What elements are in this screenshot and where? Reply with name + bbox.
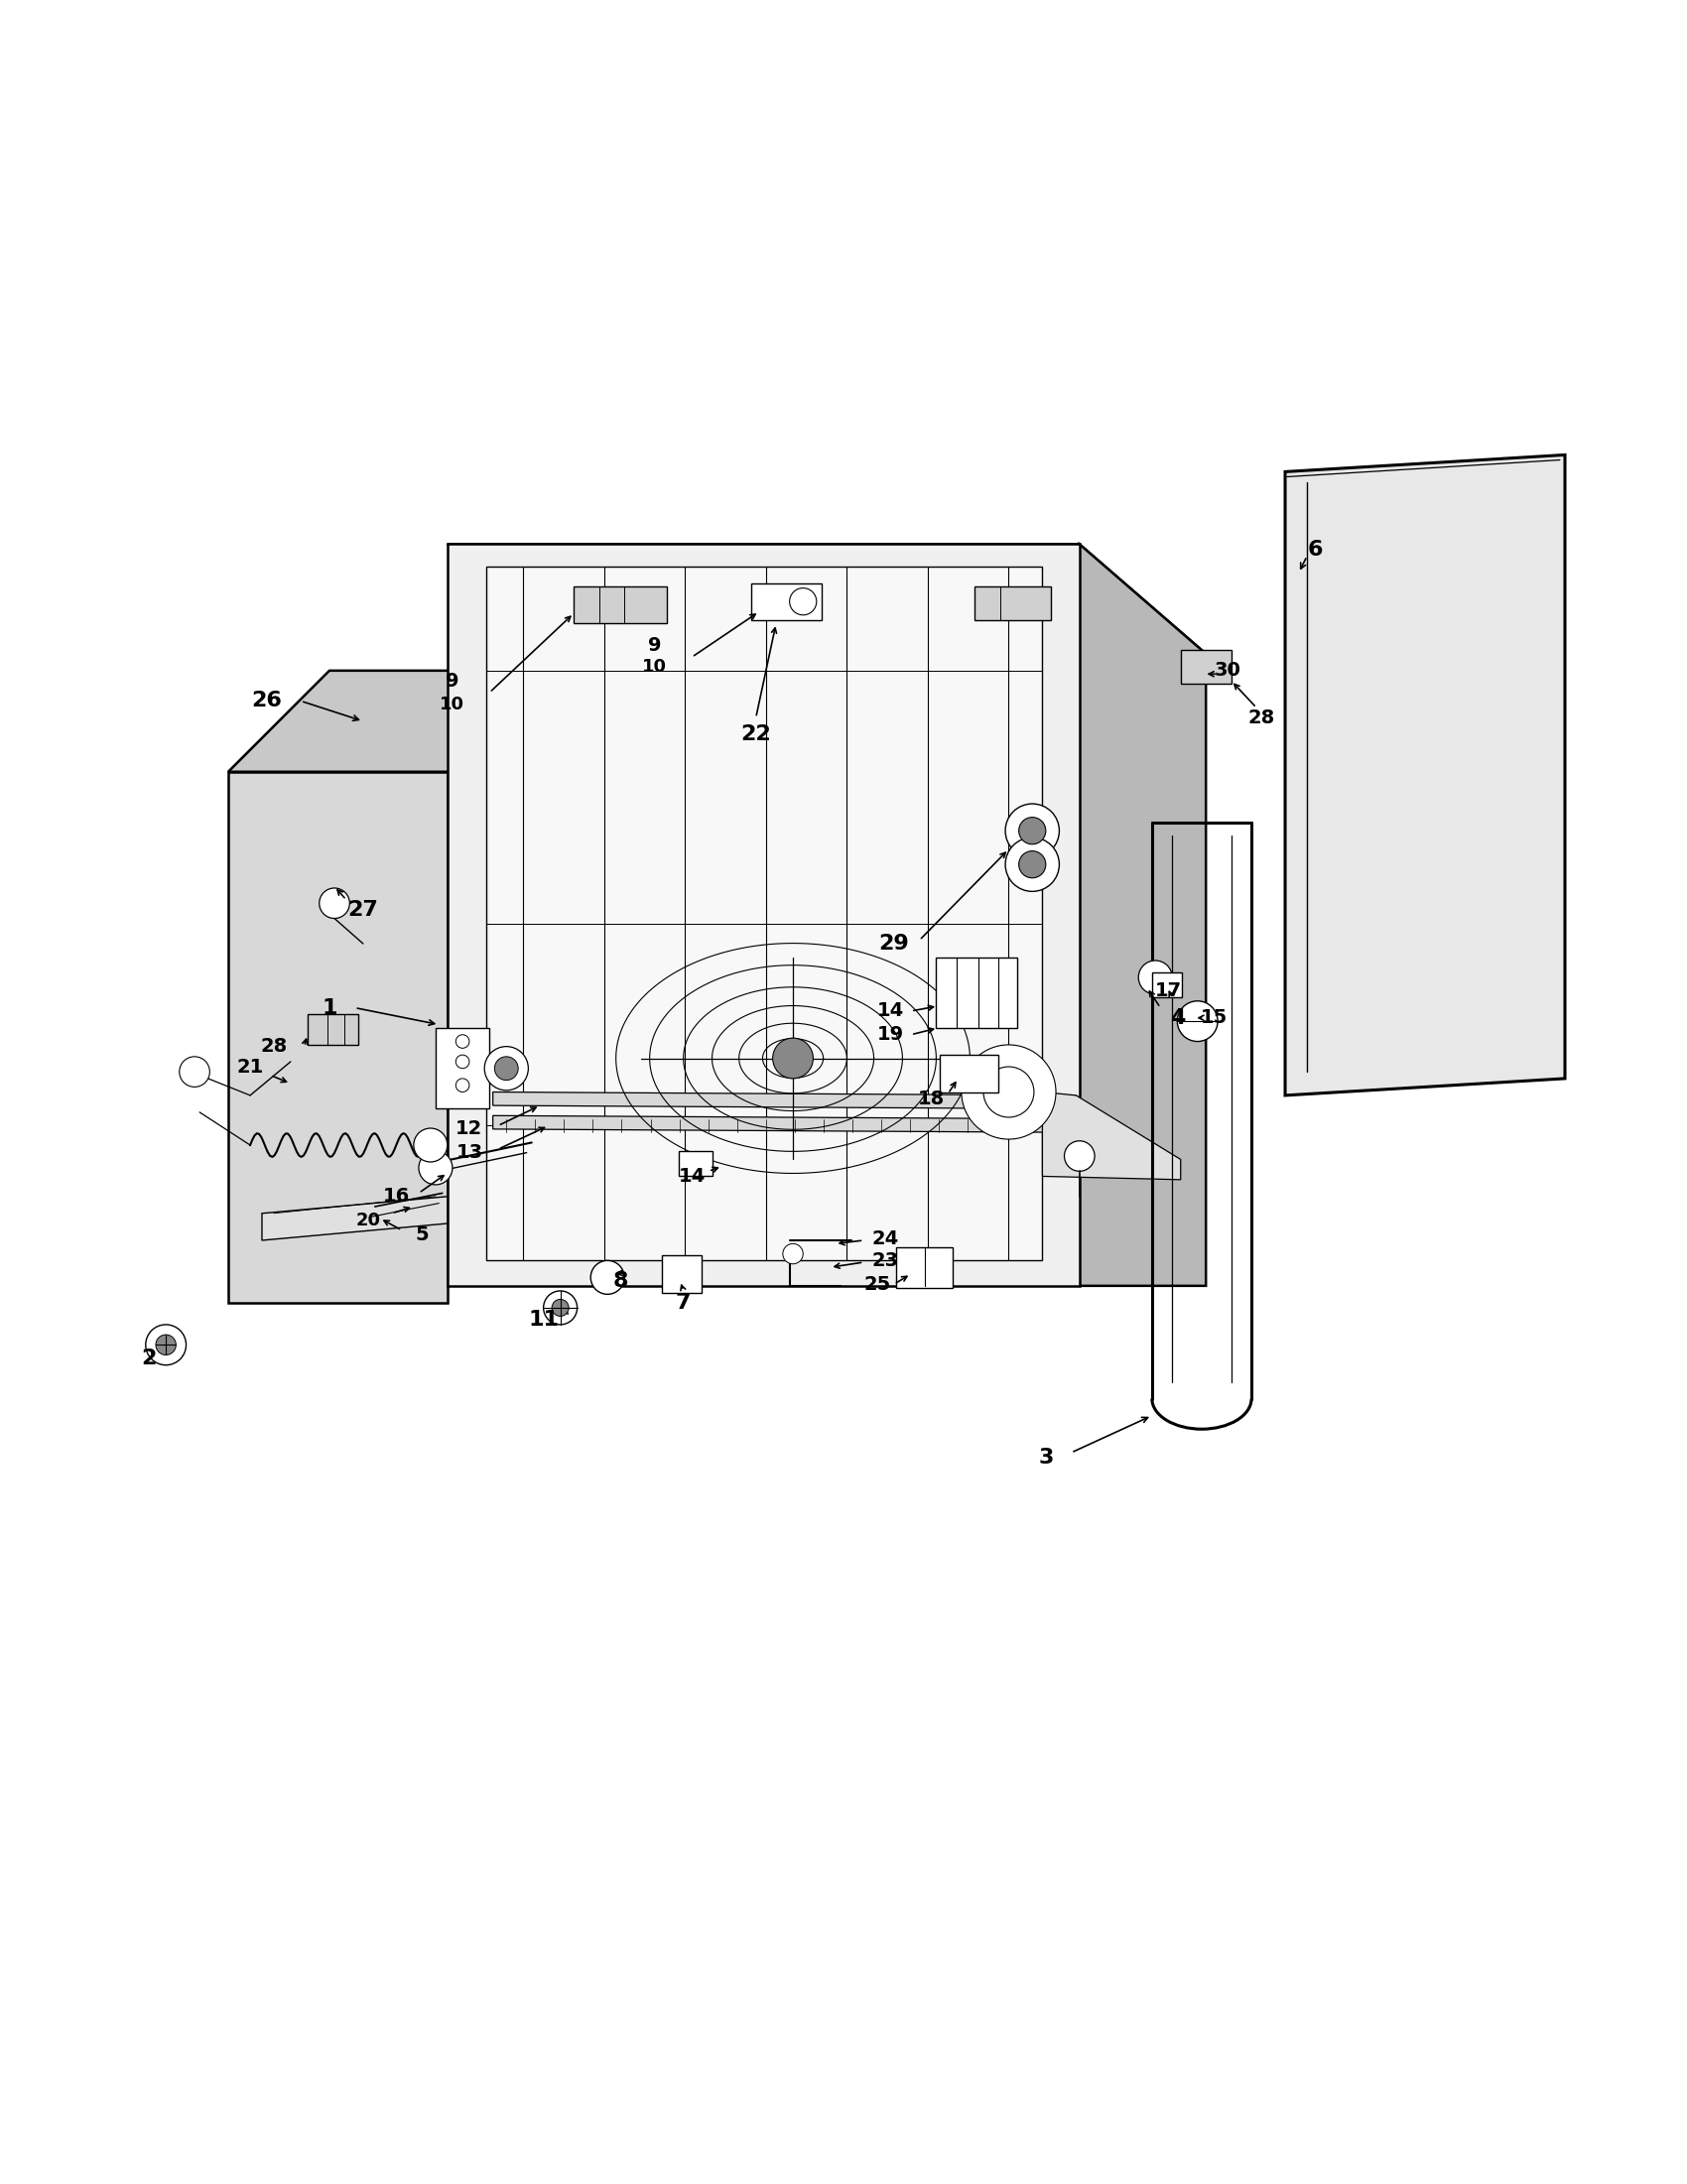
Text: 16: 16 bbox=[383, 1188, 410, 1206]
Polygon shape bbox=[261, 1197, 447, 1241]
Circle shape bbox=[1178, 1000, 1218, 1042]
Circle shape bbox=[773, 1037, 813, 1079]
Text: 11: 11 bbox=[528, 1310, 558, 1330]
Polygon shape bbox=[447, 544, 1206, 653]
Circle shape bbox=[413, 1129, 447, 1162]
Circle shape bbox=[455, 1079, 469, 1092]
Text: 8: 8 bbox=[614, 1271, 629, 1291]
Text: 20: 20 bbox=[356, 1212, 381, 1230]
Circle shape bbox=[494, 1057, 518, 1081]
Text: 21: 21 bbox=[236, 1057, 263, 1077]
Circle shape bbox=[155, 1334, 175, 1354]
Circle shape bbox=[418, 1151, 452, 1184]
Text: 7: 7 bbox=[676, 1293, 692, 1313]
Polygon shape bbox=[228, 771, 447, 1302]
Circle shape bbox=[455, 1055, 469, 1068]
Text: 5: 5 bbox=[415, 1225, 428, 1245]
Circle shape bbox=[179, 1057, 209, 1088]
Polygon shape bbox=[435, 1029, 489, 1109]
Text: 28: 28 bbox=[260, 1037, 287, 1055]
FancyBboxPatch shape bbox=[975, 585, 1051, 620]
Text: 3: 3 bbox=[1038, 1448, 1053, 1468]
Circle shape bbox=[455, 1035, 469, 1048]
Text: 27: 27 bbox=[348, 900, 378, 919]
Text: 14: 14 bbox=[678, 1166, 705, 1186]
Polygon shape bbox=[1285, 454, 1566, 1096]
Text: 23: 23 bbox=[872, 1251, 899, 1269]
Text: 17: 17 bbox=[1156, 981, 1183, 1000]
FancyBboxPatch shape bbox=[1181, 651, 1232, 684]
FancyBboxPatch shape bbox=[751, 583, 822, 620]
Text: 29: 29 bbox=[879, 935, 909, 954]
Circle shape bbox=[145, 1326, 186, 1365]
Circle shape bbox=[590, 1260, 624, 1295]
Text: 22: 22 bbox=[741, 725, 771, 745]
Polygon shape bbox=[486, 566, 1043, 1260]
Circle shape bbox=[1019, 817, 1046, 845]
Circle shape bbox=[962, 1044, 1056, 1140]
FancyBboxPatch shape bbox=[896, 1247, 953, 1289]
Polygon shape bbox=[1080, 544, 1206, 1286]
Polygon shape bbox=[493, 1116, 1076, 1133]
Text: 14: 14 bbox=[877, 1002, 904, 1020]
Text: 4: 4 bbox=[1169, 1007, 1184, 1029]
Polygon shape bbox=[1043, 1092, 1181, 1179]
Circle shape bbox=[1005, 804, 1059, 858]
FancyBboxPatch shape bbox=[574, 585, 666, 622]
FancyBboxPatch shape bbox=[940, 1055, 999, 1092]
Text: 10: 10 bbox=[440, 695, 466, 714]
Circle shape bbox=[783, 1243, 803, 1265]
Text: 9: 9 bbox=[445, 670, 459, 690]
Text: 25: 25 bbox=[864, 1275, 891, 1293]
FancyBboxPatch shape bbox=[307, 1013, 358, 1044]
FancyBboxPatch shape bbox=[936, 957, 1017, 1029]
Text: 15: 15 bbox=[1201, 1009, 1228, 1026]
Text: 12: 12 bbox=[455, 1120, 482, 1138]
Text: 10: 10 bbox=[643, 657, 666, 677]
Text: 9: 9 bbox=[648, 636, 661, 655]
Text: 24: 24 bbox=[872, 1230, 899, 1247]
FancyBboxPatch shape bbox=[661, 1256, 702, 1293]
Text: 6: 6 bbox=[1307, 539, 1323, 559]
Polygon shape bbox=[493, 1092, 1076, 1109]
Text: 2: 2 bbox=[142, 1348, 157, 1367]
Circle shape bbox=[543, 1291, 577, 1326]
Circle shape bbox=[484, 1046, 528, 1090]
Text: 28: 28 bbox=[1248, 708, 1275, 727]
Circle shape bbox=[1019, 852, 1046, 878]
Circle shape bbox=[1064, 1140, 1095, 1171]
Circle shape bbox=[1139, 961, 1172, 994]
FancyBboxPatch shape bbox=[678, 1151, 712, 1177]
FancyBboxPatch shape bbox=[1152, 972, 1183, 998]
Polygon shape bbox=[228, 670, 548, 771]
Text: 18: 18 bbox=[918, 1090, 945, 1107]
Text: 13: 13 bbox=[455, 1142, 482, 1162]
Text: 19: 19 bbox=[877, 1024, 904, 1044]
Circle shape bbox=[790, 587, 817, 616]
Circle shape bbox=[1005, 836, 1059, 891]
Text: 30: 30 bbox=[1215, 662, 1242, 679]
Text: 1: 1 bbox=[322, 998, 337, 1018]
Circle shape bbox=[552, 1299, 569, 1317]
Text: 26: 26 bbox=[251, 690, 282, 710]
Circle shape bbox=[319, 889, 349, 919]
Polygon shape bbox=[447, 544, 1080, 1286]
Circle shape bbox=[984, 1066, 1034, 1118]
